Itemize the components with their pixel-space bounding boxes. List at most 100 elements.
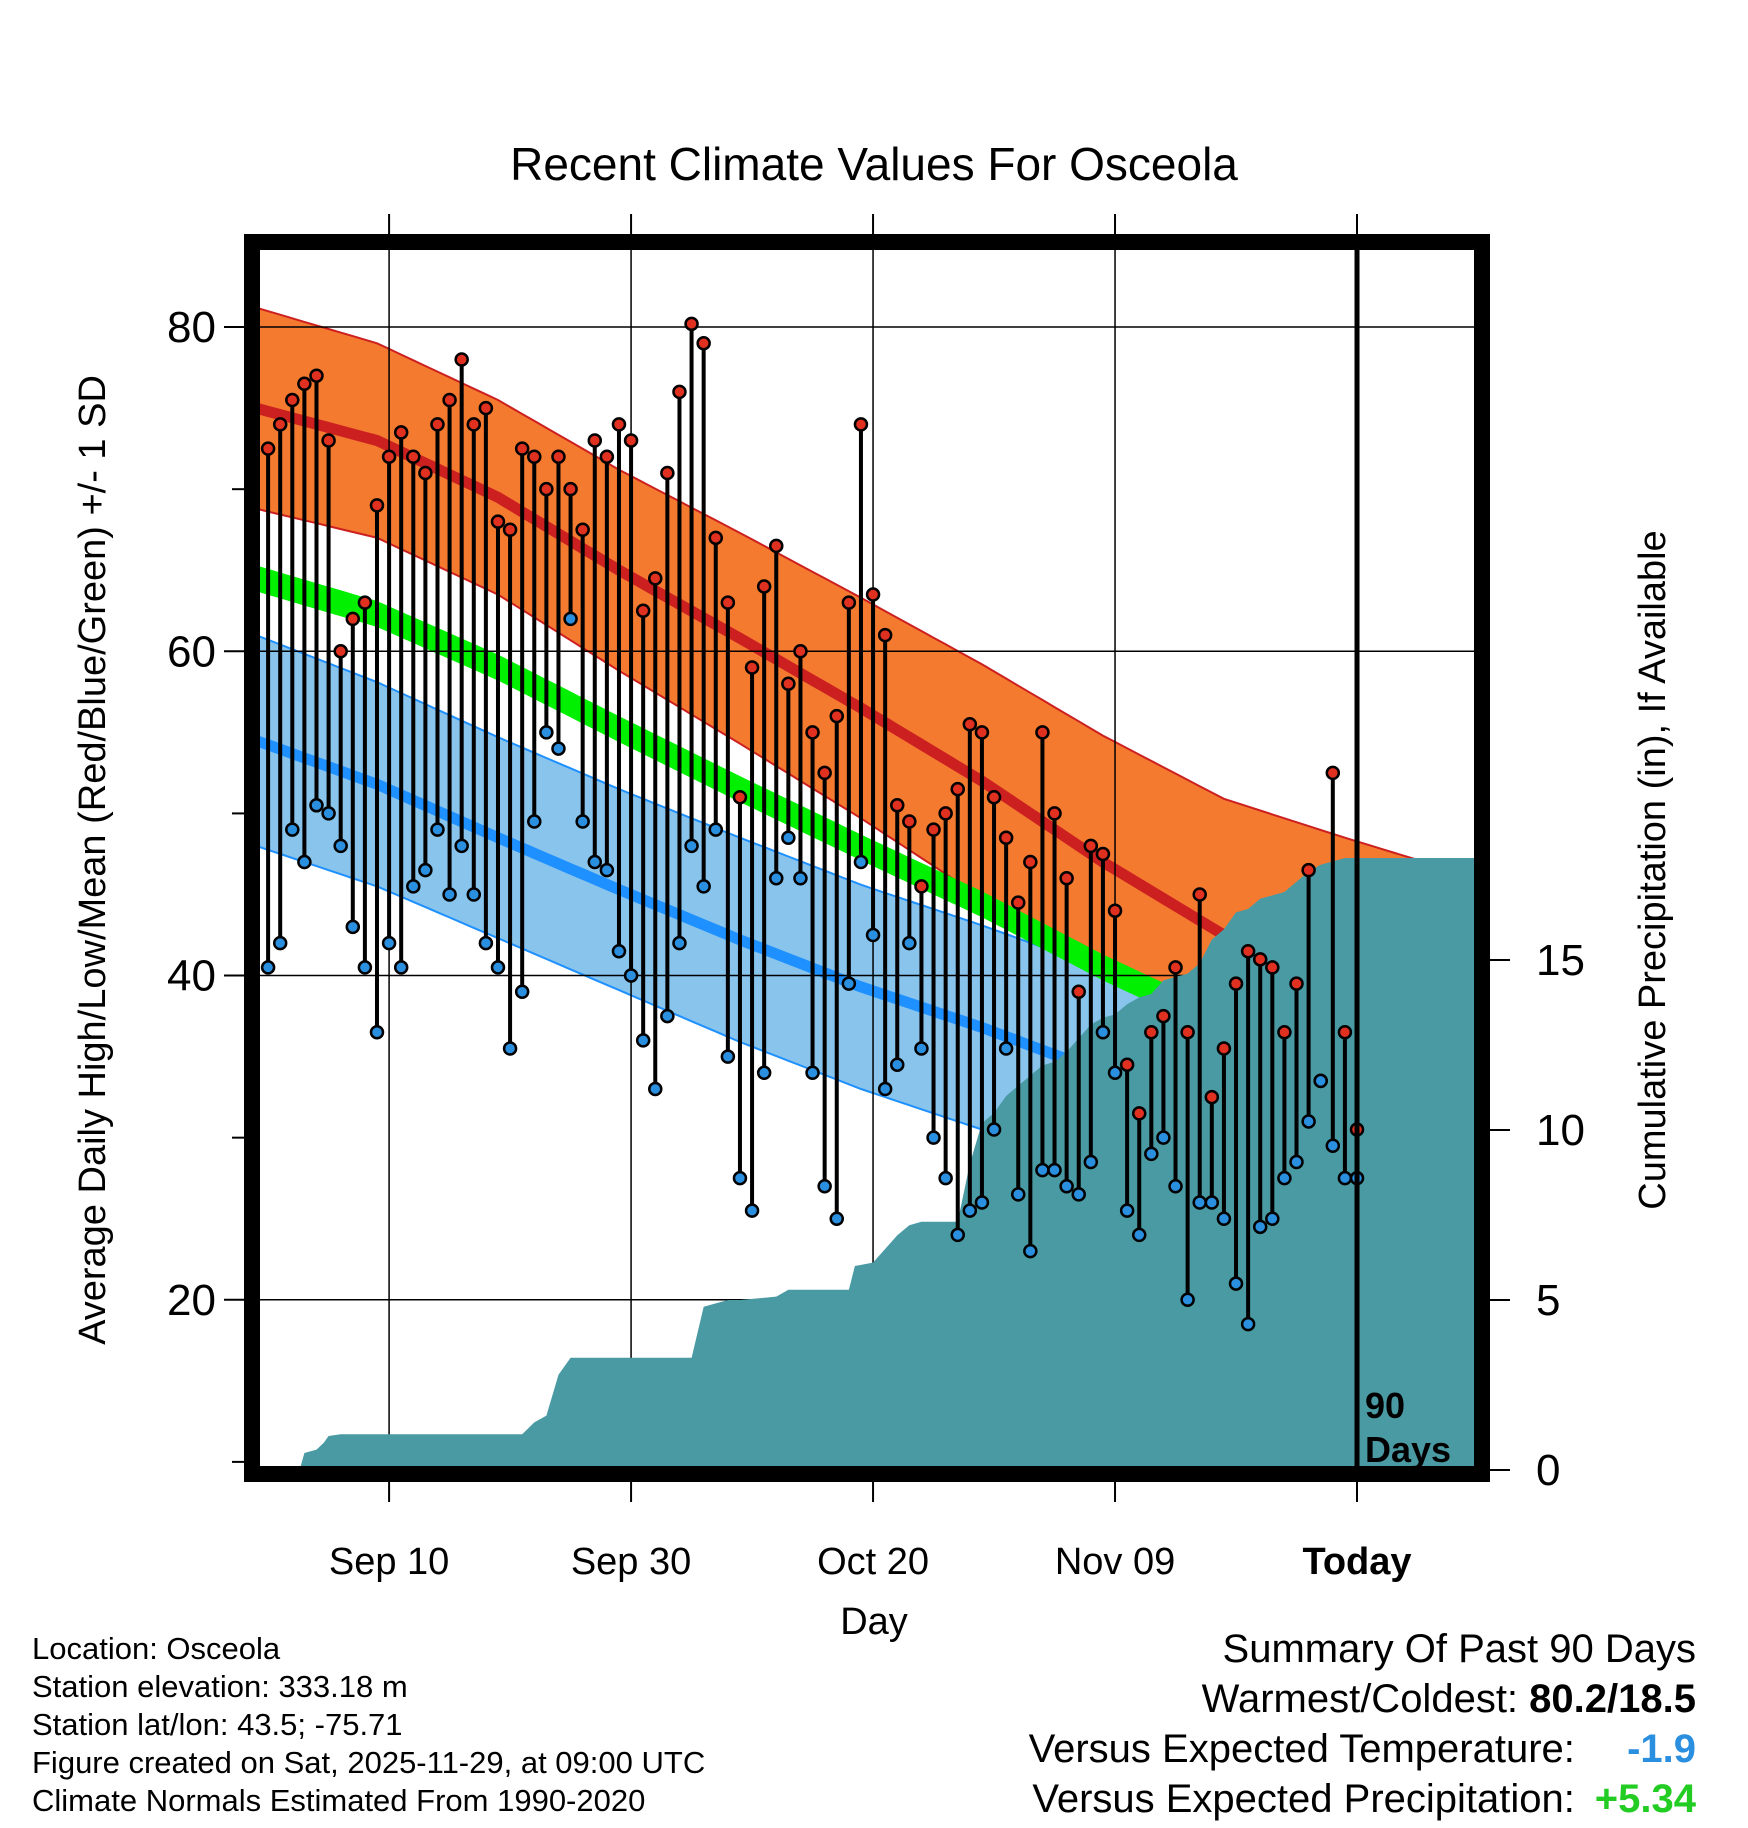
daily-low-point <box>805 1065 820 1081</box>
daily-high-point <box>1301 862 1316 878</box>
daily-high-point <box>514 441 530 456</box>
daily-high-point <box>1023 854 1038 870</box>
warmest-coldest-label: Warmest/Coldest: <box>1201 1677 1519 1721</box>
daily-low-point <box>660 1008 675 1024</box>
daily-low-point <box>551 741 566 756</box>
precip-anomaly-value: +5.34 <box>1594 1777 1696 1821</box>
daily-high-point <box>333 644 348 659</box>
daily-high-point <box>1289 976 1304 991</box>
daily-low-point <box>406 879 421 894</box>
daily-low-point <box>684 838 699 854</box>
daily-low-point <box>587 854 603 870</box>
daily-high-point <box>781 676 796 691</box>
daily-high-point <box>1228 976 1244 991</box>
x-tick-label: Oct 20 <box>817 1541 929 1583</box>
daily-low-point <box>442 887 457 902</box>
elevation-text: Station elevation: 333.18 m <box>32 1669 408 1704</box>
daily-high-point <box>635 603 651 619</box>
daily-high-point <box>648 571 663 586</box>
y-axis-label: Average Daily High/Low/Mean (Red/Blue/Gr… <box>72 375 114 1345</box>
daily-high-point <box>1119 1057 1135 1072</box>
daily-high-point <box>1337 1025 1353 1040</box>
daily-high-point <box>829 708 845 724</box>
daily-low-point <box>321 806 336 821</box>
daily-high-point <box>285 392 300 408</box>
today-days-count: 90 <box>1365 1385 1405 1426</box>
daily-high-point <box>805 725 820 740</box>
daily-high-point <box>478 400 494 416</box>
daily-high-point <box>1047 806 1062 821</box>
daily-low-point <box>478 935 494 951</box>
daily-high-point <box>950 781 965 797</box>
daily-low-point <box>1228 1276 1244 1291</box>
daily-high-point <box>889 798 905 813</box>
x-tick-label: Sep 30 <box>571 1541 691 1583</box>
daily-high-point <box>321 433 336 448</box>
daily-low-point <box>902 935 917 951</box>
daily-high-point <box>720 595 736 610</box>
daily-low-point <box>720 1049 736 1064</box>
daily-high-point <box>527 449 542 465</box>
y2-tick-label: 0 <box>1536 1446 1560 1495</box>
daily-high-point <box>1240 943 1256 959</box>
daily-high-point <box>877 627 893 643</box>
daily-high-point <box>272 417 288 432</box>
daily-high-point <box>381 449 397 465</box>
daily-high-point <box>1156 1008 1171 1024</box>
y-tick-label: 40 <box>167 952 216 1001</box>
daily-low-point <box>611 943 627 959</box>
daily-low-point <box>1240 1316 1256 1332</box>
daily-high-point <box>793 644 808 659</box>
daily-low-point <box>502 1041 518 1056</box>
daily-low-point <box>1301 1114 1316 1129</box>
daily-high-point <box>914 879 929 894</box>
x-tick-label: Today <box>1302 1541 1411 1583</box>
daily-high-point <box>466 417 482 432</box>
daily-low-point <box>1144 1146 1159 1162</box>
warmest-coldest-value: 80.2/18.5 <box>1529 1677 1696 1721</box>
daily-low-point <box>1023 1243 1038 1259</box>
y-tick-label: 60 <box>167 627 216 676</box>
daily-low-point <box>1180 1292 1195 1308</box>
daily-low-point <box>914 1041 929 1056</box>
y2-tick-label: 15 <box>1536 936 1585 985</box>
daily-low-point <box>1047 1162 1062 1178</box>
daily-high-point <box>393 425 409 440</box>
daily-high-point <box>611 417 627 432</box>
daily-low-point <box>744 1203 760 1218</box>
daily-low-point <box>1192 1195 1207 1210</box>
daily-high-point <box>684 316 699 332</box>
daily-high-point <box>1277 1025 1292 1040</box>
daily-high-point <box>1083 838 1099 854</box>
daily-low-point <box>1265 1211 1280 1226</box>
daily-high-point <box>672 384 687 400</box>
daily-high-point <box>841 595 857 610</box>
daily-high-point <box>418 465 433 481</box>
daily-low-point <box>793 871 808 886</box>
daily-low-point <box>260 960 276 975</box>
daily-low-point <box>635 1033 651 1048</box>
y2-axis-label: Cumulative Precipitation (in), If Availa… <box>1632 530 1674 1209</box>
daily-low-point <box>623 968 639 983</box>
daily-high-point <box>309 368 324 383</box>
daily-high-point <box>1204 1089 1220 1105</box>
x-tick-label: Sep 10 <box>329 1541 449 1583</box>
daily-high-point <box>369 498 385 513</box>
daily-high-point <box>1216 1041 1232 1056</box>
warmest-coldest-row: Warmest/Coldest: 80.2/18.5 <box>1029 1674 1696 1724</box>
daily-high-point <box>539 481 554 497</box>
daily-low-point <box>756 1065 772 1081</box>
normals-text: Climate Normals Estimated From 1990-2020 <box>32 1783 646 1818</box>
daily-high-point <box>902 814 917 829</box>
daily-high-point <box>986 789 1002 805</box>
daily-low-point <box>1277 1170 1292 1186</box>
daily-low-point <box>1010 1187 1026 1202</box>
daily-low-point <box>1083 1154 1099 1170</box>
daily-high-point <box>575 522 590 537</box>
y2-tick-label: 10 <box>1536 1106 1585 1155</box>
daily-low-point <box>841 976 857 991</box>
temp-anomaly-value: -1.9 <box>1627 1727 1696 1771</box>
daily-low-point <box>781 830 796 845</box>
daily-low-point <box>1313 1073 1328 1089</box>
